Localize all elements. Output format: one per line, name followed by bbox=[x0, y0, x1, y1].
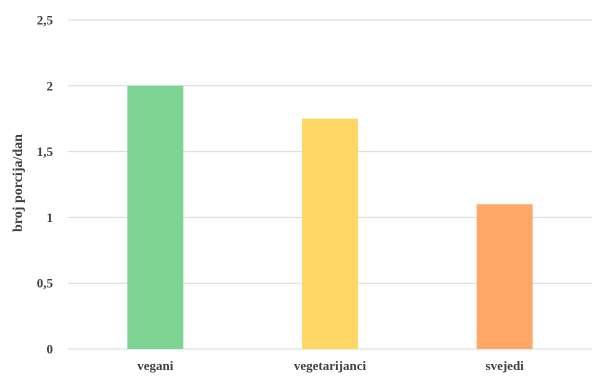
x-category-label: vegetarijanci bbox=[294, 358, 367, 373]
bar-vegetarijanci bbox=[302, 118, 358, 349]
y-tick-label: 2 bbox=[47, 78, 54, 93]
x-axis-categories: vegani vegetarijanci svejedi bbox=[137, 358, 524, 373]
x-category-label: svejedi bbox=[486, 358, 525, 373]
y-tick-label: 1,5 bbox=[37, 144, 54, 159]
y-tick-label: 0 bbox=[47, 342, 54, 357]
x-category-label: vegani bbox=[137, 358, 174, 373]
y-axis-ticks: 0 0,5 1 1,5 2 2,5 bbox=[37, 13, 54, 357]
bar-vegani bbox=[127, 85, 184, 350]
y-axis-title: broj porcija/dan bbox=[11, 134, 26, 232]
y-tick-label: 2,5 bbox=[37, 13, 54, 28]
y-tick-label: 1 bbox=[47, 210, 54, 225]
y-tick-label: 0,5 bbox=[37, 276, 54, 291]
bar-svejedi bbox=[476, 204, 533, 349]
bars bbox=[127, 85, 533, 350]
